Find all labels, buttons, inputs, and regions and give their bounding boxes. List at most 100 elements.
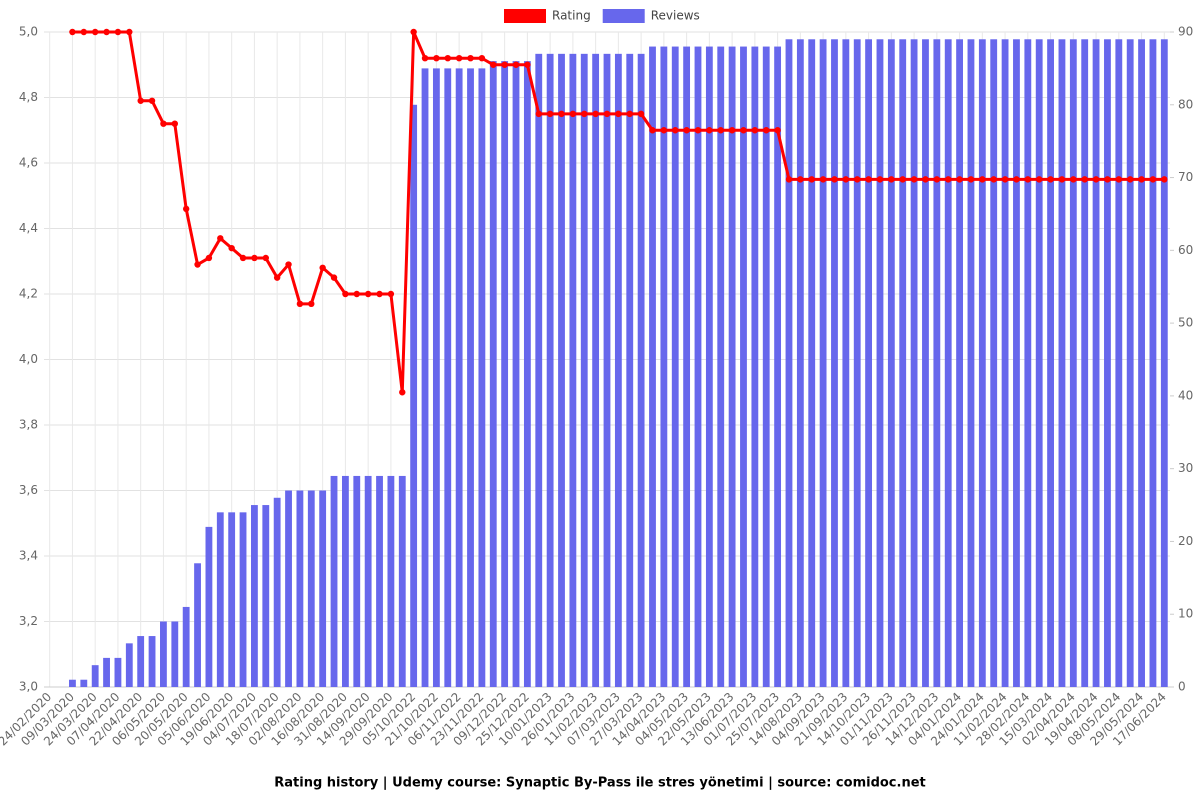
rating-point: [308, 300, 315, 308]
bar: [1058, 39, 1066, 688]
bar: [933, 39, 941, 688]
rating-point: [1047, 176, 1054, 183]
bar: [205, 526, 213, 687]
rating-point: [876, 176, 884, 183]
y2-tick-label: 20: [1178, 534, 1193, 548]
bar: [705, 46, 713, 688]
rating-point: [296, 300, 304, 308]
rating-point: [239, 254, 247, 262]
legend-swatch: [504, 9, 546, 23]
rating-point: [137, 97, 144, 104]
bar: [1138, 39, 1145, 688]
rating-point: [637, 110, 645, 118]
bar: [228, 512, 236, 687]
bar: [1035, 39, 1043, 688]
y-tick-label: 4,4: [19, 221, 38, 235]
rating-point: [706, 127, 713, 134]
rating-point: [615, 110, 622, 118]
bar: [69, 679, 76, 687]
y2-tick-label: 50: [1178, 316, 1193, 330]
bar: [865, 39, 873, 688]
bar: [194, 563, 201, 687]
bar: [512, 61, 520, 688]
rating-point: [376, 290, 383, 298]
bar: [1013, 39, 1020, 688]
bar: [1069, 39, 1077, 688]
bar: [455, 68, 463, 687]
rating-point: [194, 261, 201, 268]
bar: [387, 475, 395, 687]
rating-point: [740, 127, 747, 134]
bar: [922, 39, 929, 688]
rating-point: [808, 176, 815, 183]
y-tick-label: 3,8: [19, 418, 38, 432]
bar: [694, 46, 702, 688]
bar: [558, 53, 565, 688]
bar: [990, 39, 998, 688]
bar: [660, 46, 668, 688]
bar: [262, 505, 270, 687]
rating-point: [501, 61, 508, 68]
bar: [1115, 39, 1123, 688]
bar: [148, 636, 156, 687]
rating-point: [922, 176, 929, 183]
rating-point: [842, 176, 850, 183]
bar: [603, 53, 611, 688]
bar: [114, 657, 122, 687]
rating-point: [205, 254, 213, 262]
rating-point: [91, 28, 99, 36]
rating-point: [1024, 176, 1032, 183]
bar: [160, 621, 167, 687]
bar: [307, 490, 315, 687]
y-tick-label: 3,0: [19, 680, 38, 694]
legend-text: Rating: [552, 9, 591, 23]
rating-point: [273, 274, 281, 281]
rating-point: [694, 127, 702, 134]
bar: [398, 475, 406, 687]
rating-point: [444, 55, 451, 62]
bar: [501, 61, 509, 688]
bar: [489, 61, 497, 688]
bar: [364, 475, 372, 687]
rating-point: [126, 28, 133, 36]
y-tick-label: 4,8: [19, 90, 38, 104]
bar: [376, 475, 383, 687]
bar: [239, 512, 247, 687]
bar: [1081, 39, 1089, 688]
rating-point: [592, 110, 599, 118]
rating-point: [672, 127, 679, 134]
rating-point: [353, 290, 360, 298]
rating-point: [285, 261, 292, 268]
rating-point: [364, 290, 372, 298]
rating-point: [956, 176, 963, 183]
rating-point: [490, 61, 497, 68]
bar: [1126, 39, 1134, 688]
rating-point: [910, 176, 918, 183]
rating-point: [1058, 176, 1066, 183]
rating-point: [649, 127, 656, 134]
rating-point: [512, 61, 520, 68]
bar: [546, 53, 554, 688]
bar: [1104, 39, 1111, 688]
bar: [956, 39, 963, 688]
bar: [1001, 39, 1009, 688]
bar: [683, 46, 691, 688]
rating-point: [478, 55, 486, 62]
rating-point: [854, 176, 861, 183]
bar: [740, 46, 747, 688]
bar: [137, 636, 145, 687]
bar: [1160, 39, 1168, 688]
bar: [967, 39, 975, 688]
rating-point: [80, 28, 88, 36]
rating-point: [831, 176, 838, 183]
rating-point: [171, 120, 178, 127]
y-tick-label: 3,4: [19, 549, 38, 563]
bar: [1047, 39, 1054, 688]
bar: [80, 679, 88, 687]
y2-tick-label: 60: [1178, 243, 1193, 257]
bar: [751, 46, 759, 688]
bar: [478, 68, 486, 687]
rating-point: [455, 55, 463, 62]
bar: [580, 53, 588, 688]
